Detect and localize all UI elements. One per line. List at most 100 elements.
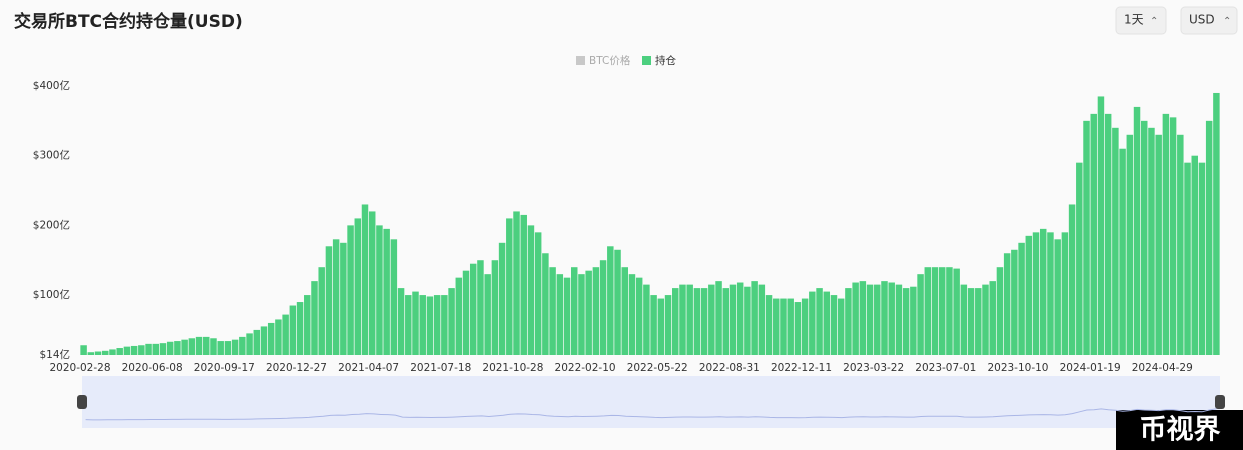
bar bbox=[116, 348, 123, 355]
select-caret: ⌃ bbox=[1223, 16, 1231, 27]
bar bbox=[311, 281, 318, 355]
x-tick-label: 2022-02-10 bbox=[555, 362, 616, 374]
navigator-handle[interactable] bbox=[1215, 395, 1225, 409]
bar bbox=[708, 284, 715, 355]
bar bbox=[441, 295, 448, 355]
bar bbox=[1148, 127, 1155, 355]
legend-label[interactable]: BTC价格 bbox=[589, 54, 631, 67]
bar bbox=[614, 249, 621, 355]
bar bbox=[1126, 134, 1134, 355]
bar bbox=[1213, 92, 1220, 356]
bar bbox=[679, 284, 686, 355]
bar bbox=[556, 274, 564, 355]
bar bbox=[390, 239, 398, 355]
bar bbox=[109, 349, 116, 355]
x-tick-label: 2023-10-10 bbox=[987, 362, 1048, 374]
bar bbox=[412, 291, 419, 355]
bar bbox=[975, 288, 982, 355]
x-tick-label: 2020-09-17 bbox=[194, 362, 255, 374]
bar bbox=[405, 295, 412, 355]
bar bbox=[845, 288, 852, 355]
y-tick-label: $100亿 bbox=[33, 288, 70, 301]
navigator-handle[interactable] bbox=[77, 395, 87, 409]
bar bbox=[484, 274, 491, 355]
x-tick-label: 2021-04-07 bbox=[338, 362, 399, 374]
bar bbox=[318, 267, 325, 355]
bar bbox=[700, 288, 708, 355]
bar bbox=[1205, 120, 1213, 355]
navigator-line bbox=[85, 408, 1217, 421]
bar bbox=[902, 288, 910, 355]
bar bbox=[866, 284, 874, 355]
bar bbox=[534, 232, 542, 355]
x-tick-label: 2020-02-28 bbox=[49, 362, 110, 374]
bar bbox=[1177, 134, 1184, 355]
bar bbox=[203, 336, 210, 355]
bar bbox=[1003, 253, 1011, 355]
bar bbox=[816, 288, 823, 355]
select-caret: ⌃ bbox=[1150, 16, 1158, 27]
legend-swatch[interactable] bbox=[642, 56, 651, 65]
bar bbox=[859, 281, 867, 355]
bar bbox=[433, 295, 441, 355]
bar bbox=[729, 284, 737, 355]
x-tick-label: 2023-07-01 bbox=[915, 362, 976, 374]
bar bbox=[260, 326, 268, 355]
navigator[interactable] bbox=[82, 376, 1220, 428]
bar bbox=[166, 341, 174, 355]
bar bbox=[455, 277, 463, 355]
bar bbox=[910, 286, 917, 355]
bar bbox=[239, 336, 246, 355]
bar bbox=[946, 267, 953, 355]
bar bbox=[1090, 113, 1097, 356]
bar bbox=[527, 225, 535, 355]
bar bbox=[397, 288, 405, 355]
x-tick-label: 2022-05-22 bbox=[627, 362, 688, 374]
bar bbox=[332, 239, 340, 355]
bar bbox=[361, 204, 369, 355]
bar bbox=[231, 339, 239, 355]
bar bbox=[917, 274, 924, 355]
x-tick-label: 2022-08-31 bbox=[699, 362, 760, 374]
bar bbox=[304, 295, 311, 355]
bar bbox=[628, 274, 636, 355]
bar bbox=[931, 267, 939, 355]
bar bbox=[938, 267, 946, 355]
chart-title: 交易所BTC合约持仓量(USD) bbox=[14, 11, 243, 32]
legend-swatch[interactable] bbox=[576, 56, 585, 65]
bar bbox=[174, 341, 181, 355]
bar bbox=[1198, 162, 1206, 355]
bar bbox=[267, 322, 275, 355]
bar bbox=[188, 338, 196, 355]
bar bbox=[578, 274, 585, 355]
watermark: 币视界 bbox=[1140, 415, 1221, 446]
bar bbox=[138, 345, 145, 355]
bar bbox=[924, 267, 932, 355]
interval-select[interactable] bbox=[1115, 6, 1167, 35]
bar bbox=[650, 295, 657, 355]
x-tick-label: 2021-07-18 bbox=[410, 362, 471, 374]
bar bbox=[368, 211, 376, 355]
bar bbox=[780, 298, 787, 355]
bar bbox=[87, 352, 95, 355]
watermark-box bbox=[1116, 410, 1243, 450]
bar bbox=[1047, 232, 1054, 355]
bar bbox=[296, 302, 304, 355]
y-tick-label: $400亿 bbox=[33, 79, 70, 92]
bar bbox=[657, 298, 665, 355]
bar bbox=[181, 339, 188, 355]
currency-select[interactable] bbox=[1180, 6, 1238, 35]
bar bbox=[1162, 113, 1170, 356]
bar bbox=[549, 267, 556, 355]
bar bbox=[246, 333, 253, 355]
bar bbox=[195, 336, 203, 355]
bar bbox=[383, 228, 390, 355]
x-tick-label: 2022-12-11 bbox=[771, 362, 832, 374]
bar bbox=[953, 268, 960, 355]
bar bbox=[787, 298, 794, 355]
bar bbox=[599, 260, 607, 355]
bar bbox=[426, 296, 434, 355]
bar bbox=[1032, 232, 1040, 355]
legend-label[interactable]: 持仓 bbox=[655, 54, 676, 67]
bar bbox=[102, 350, 109, 355]
